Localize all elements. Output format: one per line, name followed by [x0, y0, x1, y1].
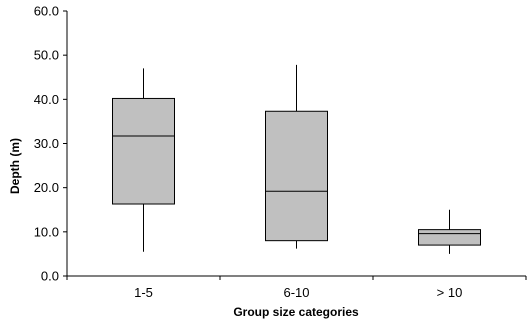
box-1 [112, 68, 175, 252]
x-axis-title: Group size categories [233, 305, 359, 319]
box-2 [265, 64, 328, 249]
y-tick-label: 0.0 [41, 269, 59, 284]
y-tick-label: 60.0 [34, 4, 59, 19]
x-axis: 1-5 6-10 > 10 [66, 275, 527, 300]
y-axis-title: Depth (m) [8, 138, 22, 194]
x-tick-label: 6-10 [283, 285, 309, 300]
box-iqr [418, 229, 481, 246]
y-tick-label: 50.0 [34, 48, 59, 63]
box-3 [418, 209, 481, 254]
y-axis: 0.0 10.0 20.0 30.0 40.0 50.0 60.0 [34, 4, 68, 284]
x-tick-label: > 10 [437, 285, 463, 300]
x-tick-label: 1-5 [134, 285, 153, 300]
box-series [112, 64, 481, 254]
y-tick-label: 30.0 [34, 136, 59, 151]
box-iqr [112, 97, 175, 205]
y-tick-label: 40.0 [34, 92, 59, 107]
y-tick-label: 20.0 [34, 180, 59, 195]
box-iqr [265, 110, 328, 242]
y-tick-label: 10.0 [34, 224, 59, 239]
